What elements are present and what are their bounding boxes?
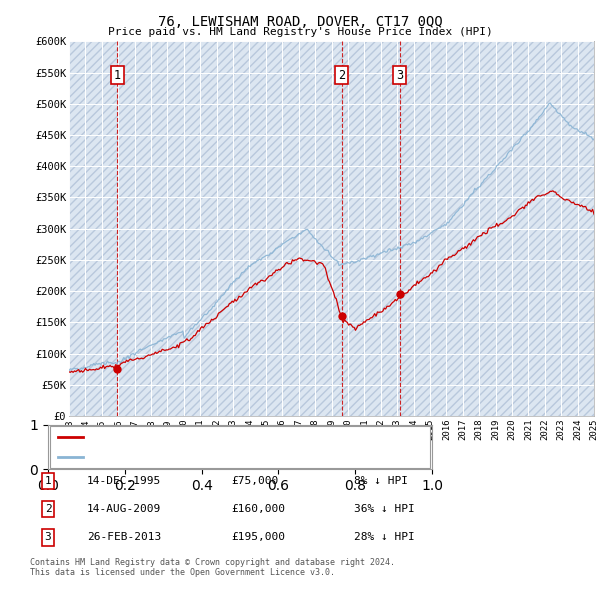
Text: 1: 1 bbox=[44, 476, 52, 486]
Text: HPI: Average price, detached house, Dover: HPI: Average price, detached house, Dove… bbox=[88, 452, 329, 462]
Text: 14-AUG-2009: 14-AUG-2009 bbox=[87, 504, 161, 514]
Text: 76, LEWISHAM ROAD, DOVER, CT17 0QQ (detached house): 76, LEWISHAM ROAD, DOVER, CT17 0QQ (deta… bbox=[88, 432, 388, 442]
Text: 2: 2 bbox=[338, 68, 345, 81]
Text: 36% ↓ HPI: 36% ↓ HPI bbox=[354, 504, 415, 514]
Text: 76, LEWISHAM ROAD, DOVER, CT17 0QQ: 76, LEWISHAM ROAD, DOVER, CT17 0QQ bbox=[158, 15, 442, 29]
Text: 8% ↓ HPI: 8% ↓ HPI bbox=[354, 476, 408, 486]
FancyBboxPatch shape bbox=[50, 426, 430, 468]
Text: £160,000: £160,000 bbox=[231, 504, 285, 514]
Text: 28% ↓ HPI: 28% ↓ HPI bbox=[354, 533, 415, 542]
Text: 3: 3 bbox=[396, 68, 403, 81]
Text: 3: 3 bbox=[44, 533, 52, 542]
Text: Price paid vs. HM Land Registry's House Price Index (HPI): Price paid vs. HM Land Registry's House … bbox=[107, 27, 493, 37]
Text: Contains HM Land Registry data © Crown copyright and database right 2024.
This d: Contains HM Land Registry data © Crown c… bbox=[30, 558, 395, 577]
Text: £75,000: £75,000 bbox=[231, 476, 278, 486]
Text: 26-FEB-2013: 26-FEB-2013 bbox=[87, 533, 161, 542]
Text: 14-DEC-1995: 14-DEC-1995 bbox=[87, 476, 161, 486]
Text: 1: 1 bbox=[114, 68, 121, 81]
Bar bbox=[69, 41, 594, 416]
Text: 2: 2 bbox=[44, 504, 52, 514]
Text: £195,000: £195,000 bbox=[231, 533, 285, 542]
